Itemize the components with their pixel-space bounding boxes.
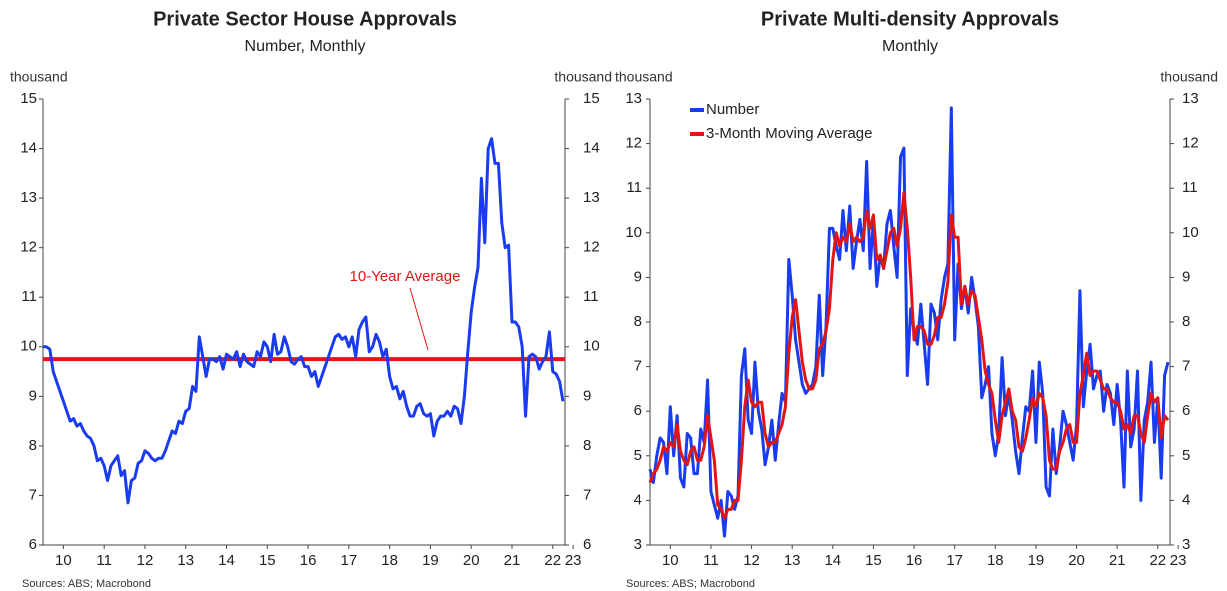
- y-tick-label: 12: [20, 239, 37, 256]
- legend-label: Number: [706, 101, 759, 118]
- y-tick-label: 12: [625, 135, 642, 152]
- chart: Private Sector House Approvals Number, Mo…: [10, 8, 612, 590]
- x-tick-label: 20: [463, 552, 480, 569]
- y-axis-label: thousand: [10, 69, 68, 85]
- y2-tick-label: 8: [583, 437, 591, 454]
- x-tick-label: 17: [946, 552, 963, 569]
- chart-title: Private Sector House Approvals: [153, 8, 457, 30]
- y2-tick-label: 3: [1182, 536, 1190, 553]
- x-tick-label: 16: [906, 552, 923, 569]
- x-tick-label: 11: [703, 552, 719, 569]
- y-tick-label: 3: [634, 536, 642, 553]
- y2-tick-label: 6: [583, 536, 591, 553]
- y-tick-label: 14: [20, 140, 37, 157]
- y-tick-label: 4: [634, 491, 642, 508]
- y2-tick-label: 4: [1182, 491, 1190, 508]
- y2-tick-label: 7: [583, 486, 591, 503]
- y-tick-label: 13: [20, 189, 37, 206]
- y-tick-label: 9: [29, 387, 37, 404]
- y2-tick-label: 13: [1182, 90, 1199, 107]
- x-tick-label: 11: [96, 552, 112, 569]
- y2-tick-label: 14: [583, 140, 600, 157]
- y2-tick-label: 10: [583, 338, 600, 355]
- y-axis-label: thousand: [615, 69, 673, 85]
- source: Sources: ABS; Macrobond: [22, 578, 151, 590]
- x-tick-label: 15: [865, 552, 882, 569]
- x-tick-label: 22: [1149, 552, 1166, 569]
- x-tick-label: 19: [1028, 552, 1045, 569]
- x-tick-label: 21: [504, 552, 521, 569]
- y-tick-label: 7: [29, 486, 37, 503]
- legend-label: 3-Month Moving Average: [706, 125, 873, 142]
- x-tick-label: 17: [341, 552, 358, 569]
- y2-tick-label: 11: [1182, 179, 1198, 196]
- y2-tick-label: 5: [1182, 447, 1190, 464]
- x-tick-label: 22: [544, 552, 561, 569]
- y-tick-label: 8: [634, 313, 642, 330]
- y2-tick-label: 12: [1182, 135, 1199, 152]
- chart: Private Multi-density Approvals Monthly th…: [615, 8, 1218, 590]
- y-tick-label: 13: [625, 90, 642, 107]
- y-tick-label: 9: [634, 268, 642, 285]
- y2-tick-label: 12: [583, 239, 600, 256]
- y-tick-label: 11: [626, 179, 642, 196]
- x-tick-label: 10: [662, 552, 679, 569]
- y-tick-label: 11: [21, 288, 37, 305]
- y2-axis-label: thousand: [1160, 69, 1218, 85]
- y2-tick-label: 15: [583, 90, 600, 107]
- y-tick-label: 6: [634, 402, 642, 419]
- x-tick-label: 10: [55, 552, 72, 569]
- y-tick-label: 8: [29, 437, 37, 454]
- y2-tick-label: 9: [1182, 268, 1190, 285]
- y-tick-label: 5: [634, 447, 642, 464]
- y-tick-label: 7: [634, 358, 642, 375]
- line-series: [648, 106, 1170, 538]
- x-tick-label: 12: [743, 552, 760, 569]
- x-tick-label: 19: [422, 552, 439, 569]
- source: Sources: ABS; Macrobond: [626, 578, 755, 590]
- y2-tick-label: 8: [1182, 313, 1190, 330]
- x-tick-label: 14: [824, 552, 841, 569]
- x-tick-label: 21: [1109, 552, 1126, 569]
- y2-tick-label: 6: [1182, 402, 1190, 419]
- y2-tick-label: 7: [1182, 358, 1190, 375]
- chart-subtitle: Monthly: [882, 38, 938, 55]
- x-tick-label: 18: [987, 552, 1004, 569]
- y-tick-label: 10: [625, 224, 642, 241]
- y2-axis-label: thousand: [554, 69, 612, 85]
- y2-tick-label: 11: [583, 288, 599, 305]
- x-tick-label: 12: [137, 552, 154, 569]
- annotation-arrow: [409, 287, 429, 351]
- y2-tick-label: 10: [1182, 224, 1199, 241]
- y2-tick-label: 13: [583, 189, 600, 206]
- x-tick-label: 13: [177, 552, 194, 569]
- chart-title: Private Multi-density Approvals: [761, 8, 1059, 30]
- line-series: [43, 137, 565, 505]
- y-tick-label: 10: [20, 338, 37, 355]
- x-tick-label: 23: [1170, 552, 1187, 569]
- y-tick-label: 15: [20, 90, 37, 107]
- chart-subtitle: Number, Monthly: [245, 38, 366, 55]
- reference-label: 10-Year Average: [350, 268, 461, 285]
- x-tick-label: 14: [218, 552, 235, 569]
- x-tick-label: 13: [784, 552, 801, 569]
- x-tick-label: 16: [300, 552, 317, 569]
- y-tick-label: 6: [29, 536, 37, 553]
- x-tick-label: 18: [381, 552, 398, 569]
- x-tick-label: 23: [565, 552, 582, 569]
- line-series: [648, 191, 1170, 520]
- y2-tick-label: 9: [583, 387, 591, 404]
- x-tick-label: 20: [1068, 552, 1085, 569]
- x-tick-label: 15: [259, 552, 276, 569]
